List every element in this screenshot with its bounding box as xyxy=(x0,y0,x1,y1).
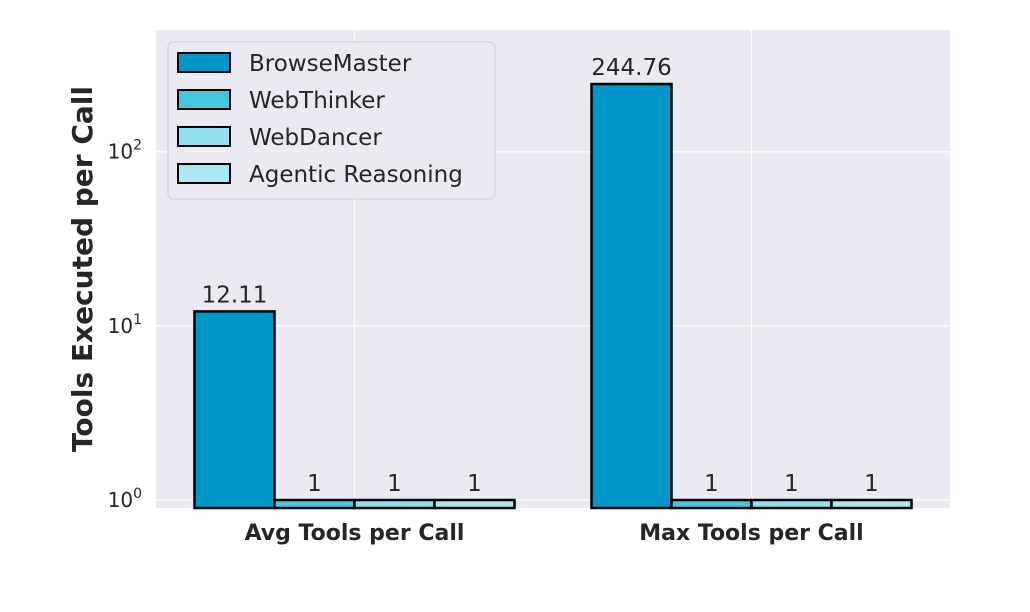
bar-value-label: 1 xyxy=(307,471,322,497)
bar-value-label: 12.11 xyxy=(202,282,268,308)
bar-value-label: 1 xyxy=(784,471,799,497)
x-category-label: Max Tools per Call xyxy=(639,521,863,546)
bar xyxy=(590,82,673,510)
bar xyxy=(670,498,753,510)
bar xyxy=(830,498,913,510)
legend-swatch xyxy=(177,163,231,184)
legend-entry-label: BrowseMaster xyxy=(249,51,412,77)
legend-swatch xyxy=(177,126,231,147)
bar-value-label: 1 xyxy=(704,471,719,497)
bar xyxy=(273,498,356,510)
y-tick-label: 100 xyxy=(108,486,142,512)
bars: 12.11 1 1 1 244.76 1 1 1 xyxy=(193,55,913,510)
legend-box xyxy=(167,41,496,200)
y-axis-label: Tools Executed per Call xyxy=(66,86,99,452)
bar xyxy=(750,498,833,510)
bar xyxy=(433,498,516,510)
legend-swatch xyxy=(177,89,231,110)
bar-value-label: 1 xyxy=(864,471,879,497)
bar-value-label: 1 xyxy=(467,471,482,497)
legend-entry-label: Agentic Reasoning xyxy=(249,162,463,188)
bar-value-label: 1 xyxy=(387,471,402,497)
legend-swatch xyxy=(177,52,231,73)
legend-entry-label: WebThinker xyxy=(249,88,385,114)
bar xyxy=(353,498,436,510)
legend-entry-label: WebDancer xyxy=(249,125,382,151)
y-tick-label: 101 xyxy=(108,312,142,338)
y-axis-ticks: 100 101 102 xyxy=(108,138,142,512)
x-axis-categories: Avg Tools per Call Max Tools per Call xyxy=(245,521,864,546)
legend: BrowseMaster WebThinker WebDancer Agentic R… xyxy=(167,41,496,200)
x-category-label: Avg Tools per Call xyxy=(245,521,465,546)
bar-value-label: 244.76 xyxy=(591,55,671,81)
bar xyxy=(193,310,276,510)
y-tick-label: 102 xyxy=(108,138,142,164)
